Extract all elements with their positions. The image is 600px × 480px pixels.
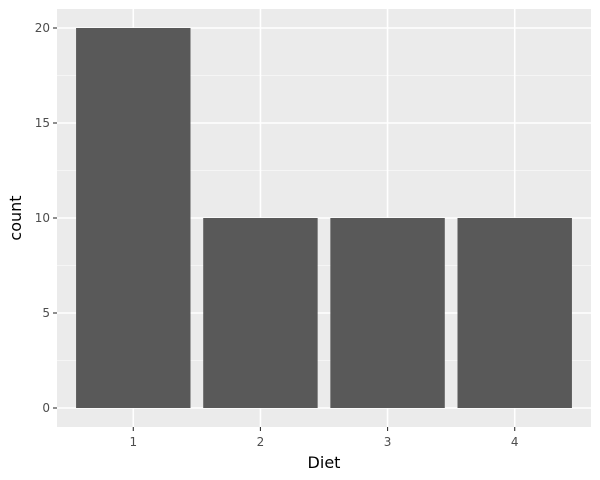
y-tick-label: 15 xyxy=(35,116,50,130)
x-tick-label: 3 xyxy=(384,435,392,449)
x-axis-title: Diet xyxy=(308,453,341,472)
bar-diet-2 xyxy=(203,218,318,408)
y-tick-label: 0 xyxy=(42,401,50,415)
y-axis: 0 5 10 15 20 xyxy=(35,21,57,415)
y-tick-label: 20 xyxy=(35,21,50,35)
bar-diet-3 xyxy=(330,218,445,408)
y-axis-title: count xyxy=(6,195,25,240)
bar-diet-1 xyxy=(76,28,191,408)
x-axis: 1 2 3 4 xyxy=(129,427,519,449)
x-tick-label: 1 xyxy=(129,435,137,449)
bars-group xyxy=(76,28,572,408)
x-tick-label: 4 xyxy=(511,435,519,449)
y-tick-label: 10 xyxy=(35,211,50,225)
y-tick-label: 5 xyxy=(42,306,50,320)
x-tick-label: 2 xyxy=(257,435,265,449)
bar-diet-4 xyxy=(457,218,572,408)
